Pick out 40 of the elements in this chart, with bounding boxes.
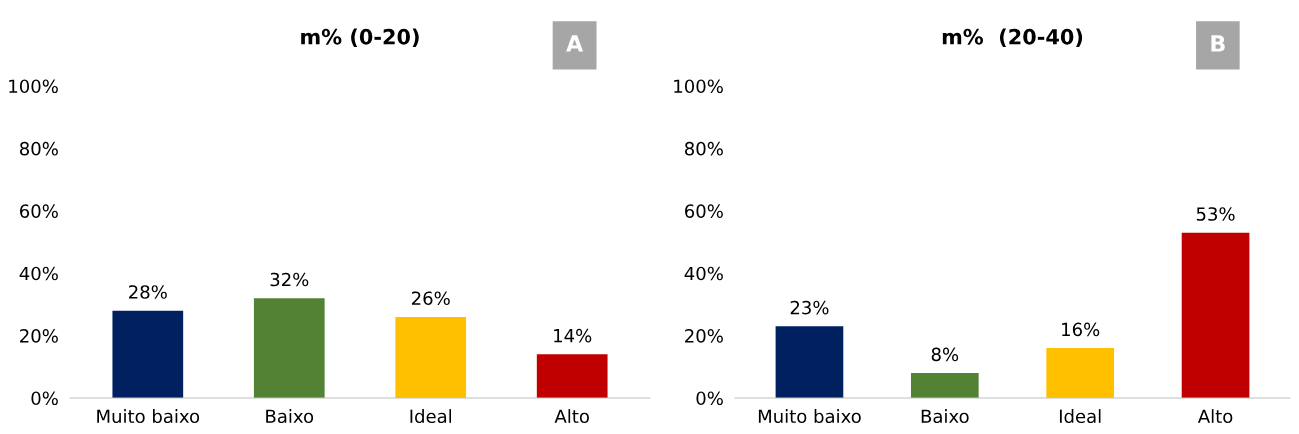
x-tick-label: Alto	[1197, 409, 1233, 424]
bar	[253, 298, 325, 398]
y-tick-label: 40%	[19, 266, 58, 281]
chart-title: m% (20-40)	[942, 28, 1083, 48]
data-label: 32%	[270, 272, 309, 287]
y-tick-label: 60%	[685, 204, 723, 218]
bar	[775, 326, 844, 398]
x-tick-label: Baixo	[266, 409, 314, 424]
data-label: 53%	[1196, 207, 1235, 221]
chart-title: m% (0-20)	[301, 28, 419, 48]
y-tick-label: 20%	[20, 329, 58, 343]
x-tick-label: Ideal	[1059, 409, 1101, 424]
x-tick-label: Ideal	[410, 409, 452, 424]
data-label: 28%	[129, 285, 167, 299]
bar	[536, 354, 608, 398]
data-label: 14%	[554, 328, 592, 343]
x-tick-label: Alto	[554, 409, 589, 424]
bar	[910, 373, 979, 398]
y-tick-label: 0%	[696, 391, 723, 406]
y-tick-label: 100%	[674, 79, 723, 94]
x-tick-label: Muito baixo	[97, 409, 200, 424]
data-label: 23%	[790, 300, 829, 315]
y-tick-label: 100%	[9, 79, 58, 94]
data-label: 8%	[931, 347, 959, 362]
text: B	[1211, 35, 1225, 52]
y-tick-label: 20%	[685, 329, 723, 343]
x-tick-label: Baixo	[921, 409, 969, 424]
x-tick-label: Muito baixo	[758, 409, 861, 424]
y-tick-label: 80%	[19, 141, 58, 156]
bar	[1046, 348, 1115, 398]
bar	[395, 316, 467, 398]
text: A	[566, 35, 584, 52]
y-tick-label: 40%	[684, 266, 723, 281]
bar	[1181, 232, 1250, 398]
y-tick-label: 60%	[20, 204, 58, 218]
y-tick-label: 0%	[31, 391, 58, 406]
data-label: 26%	[411, 291, 450, 306]
bar	[112, 310, 184, 398]
y-tick-label: 80%	[684, 141, 723, 156]
data-label: 16%	[1062, 322, 1100, 337]
